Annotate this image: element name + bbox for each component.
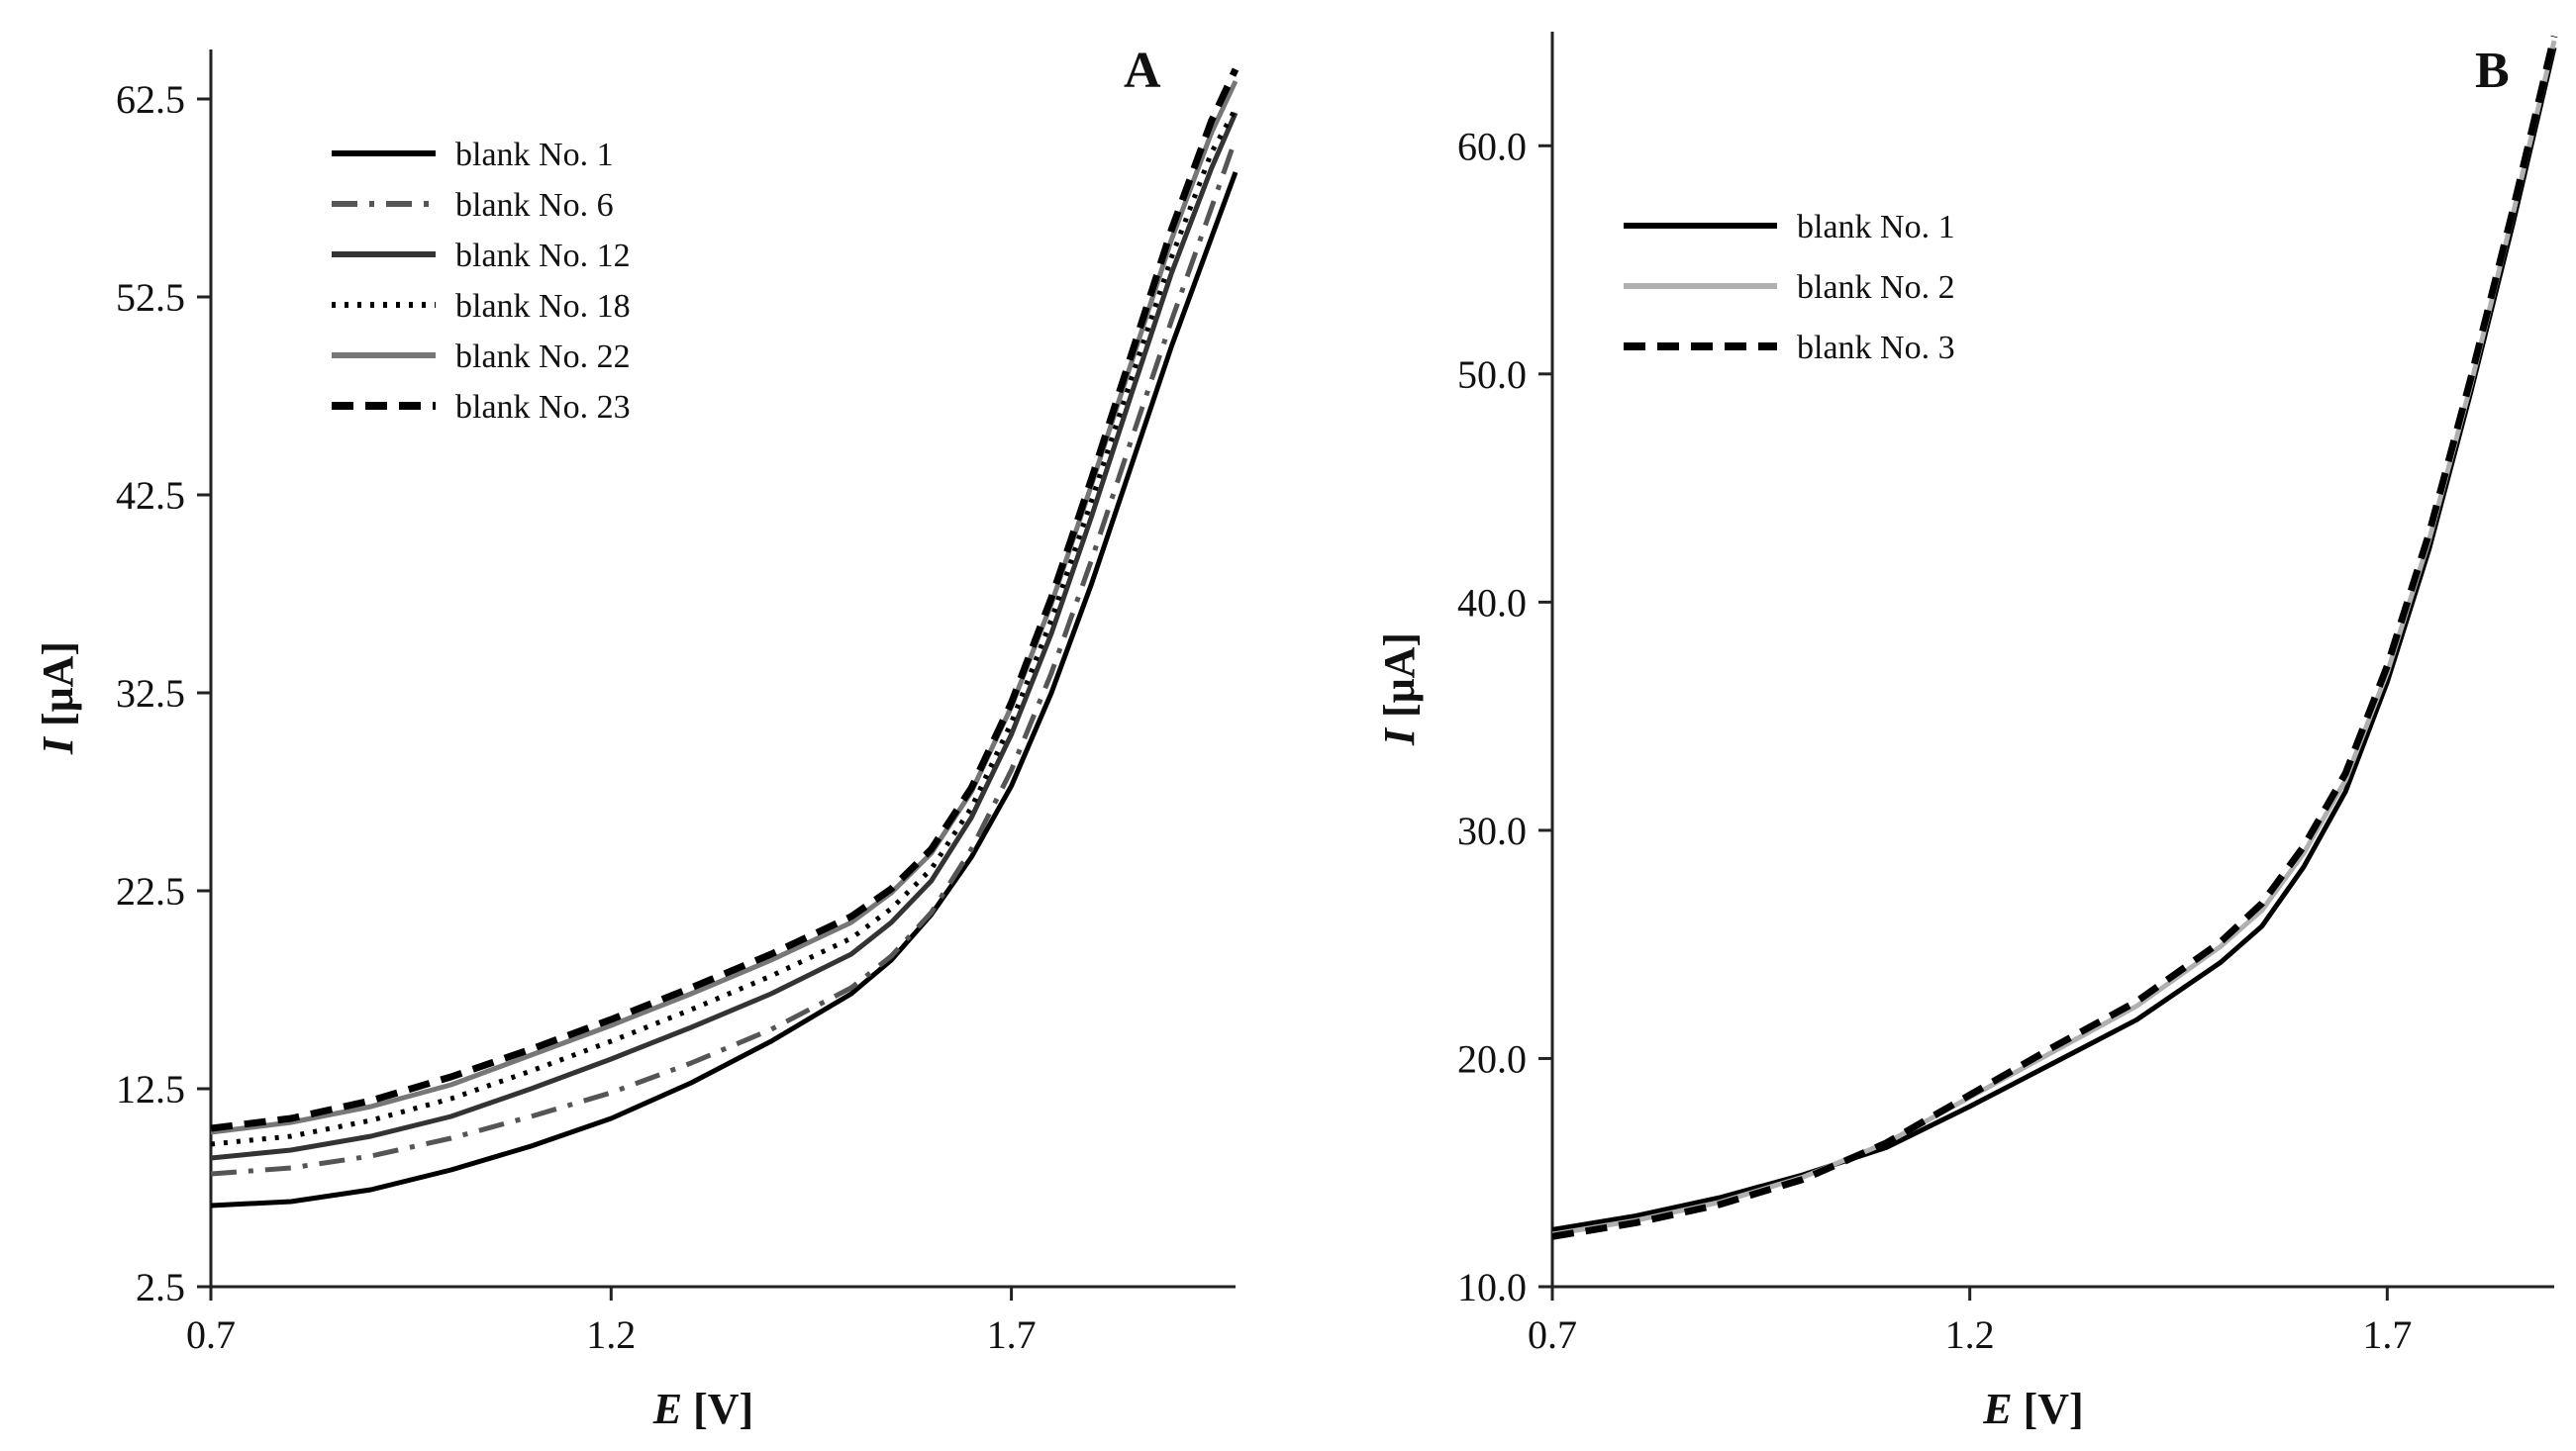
y-tick-label: 50.0 bbox=[1457, 352, 1527, 397]
y-tick-label: 40.0 bbox=[1457, 580, 1527, 625]
y-tick-label: 20.0 bbox=[1457, 1036, 1527, 1081]
series-line-3 bbox=[1552, 35, 2558, 1240]
x-tick-label: 0.7 bbox=[186, 1312, 236, 1357]
panel-label: A bbox=[1124, 43, 1161, 99]
x-axis-title: E [V] bbox=[1982, 1385, 2083, 1433]
series-line-3 bbox=[211, 112, 1238, 1161]
series-line-6 bbox=[211, 67, 1239, 1132]
y-tick-label: 10.0 bbox=[1457, 1265, 1527, 1309]
x-tick-label: 1.2 bbox=[586, 1312, 636, 1357]
x-tick-label: 1.2 bbox=[1945, 1312, 1995, 1357]
legend-label: blank No. 6 bbox=[455, 187, 614, 224]
y-tick-label: 62.5 bbox=[116, 77, 185, 122]
legend-label: blank No. 2 bbox=[1797, 269, 1955, 306]
y-axis-title: I [μA] bbox=[1375, 632, 1424, 746]
legend-label: blank No. 18 bbox=[455, 288, 631, 325]
series-line-2 bbox=[211, 138, 1238, 1177]
legend-label: blank No. 22 bbox=[455, 339, 631, 375]
y-tick-label: 32.5 bbox=[116, 671, 185, 716]
legend-label: blank No. 12 bbox=[455, 238, 631, 274]
y-tick-label: 12.5 bbox=[116, 1067, 185, 1112]
series-line-2 bbox=[1552, 40, 2557, 1237]
panel-b: 10.0 20.0 30.0 40.0 50.0 60.0 0.7 1.2 1.7 E [V] I … bbox=[1375, 32, 2558, 1433]
legend-label: blank No. 1 bbox=[455, 137, 614, 173]
x-axis-title: E [V] bbox=[652, 1385, 753, 1433]
x-tick-label: 1.7 bbox=[2362, 1312, 2412, 1357]
y-tick-label: 60.0 bbox=[1457, 124, 1527, 168]
y-tick-label: 2.5 bbox=[136, 1265, 185, 1309]
y-tick-label: 42.5 bbox=[116, 473, 185, 518]
y-axis-title: I [μA] bbox=[34, 641, 82, 755]
x-tick-label: 1.7 bbox=[987, 1312, 1037, 1357]
x-tick-label: 0.7 bbox=[1528, 1312, 1577, 1357]
legend-label: blank No. 3 bbox=[1797, 330, 1955, 366]
y-tick-label: 52.5 bbox=[116, 275, 185, 320]
legend: blank No. 1 blank No. 6 blank No. 12 blank … bbox=[332, 137, 631, 426]
panel-a: 2.5 12.5 22.5 32.5 42.5 52.5 62.5 0.7 1.2 1.7 E [V… bbox=[34, 43, 1239, 1433]
series-line-4 bbox=[211, 107, 1238, 1147]
y-tick-label: 22.5 bbox=[116, 869, 185, 914]
panel-label: B bbox=[2475, 43, 2510, 99]
legend: blank No. 1 blank No. 2 blank No. 3 bbox=[1624, 209, 1955, 366]
legend-label: blank No. 23 bbox=[455, 389, 631, 426]
series-line-1 bbox=[211, 171, 1238, 1209]
y-tick-label: 30.0 bbox=[1457, 809, 1527, 853]
legend-label: blank No. 1 bbox=[1797, 209, 1955, 245]
